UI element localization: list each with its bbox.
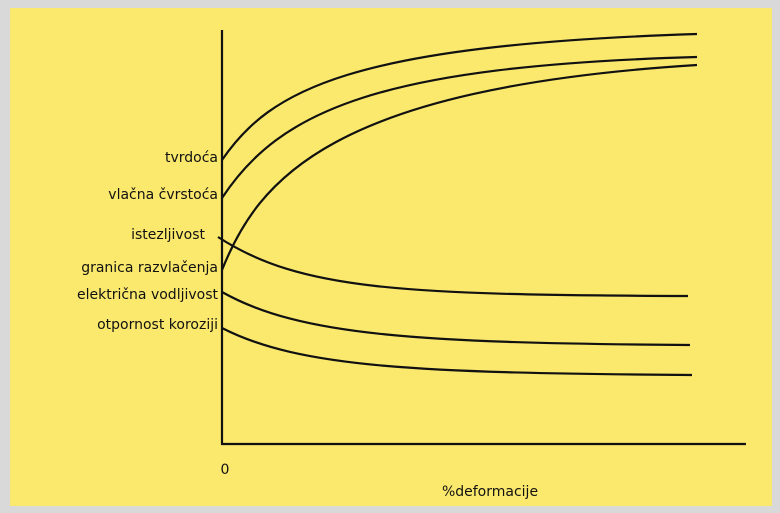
curve-label: tvrdoća [165, 150, 218, 166]
curve-label: istezljivost [131, 227, 205, 243]
curve [217, 236, 689, 298]
curve [220, 63, 698, 271]
curve [221, 55, 698, 199]
curve-label: električna vodljivost [77, 287, 219, 303]
x-axis-label: %deformacije [442, 484, 538, 500]
curve [221, 291, 691, 347]
curve-label: vlačna čvrstoća [108, 187, 218, 203]
curve [221, 327, 693, 377]
curve [221, 32, 698, 161]
curve-label: granica razvlačenja [81, 260, 218, 276]
origin-label: 0 [221, 462, 230, 478]
curve-label: otpornost koroziji [97, 317, 218, 333]
background [10, 8, 772, 506]
